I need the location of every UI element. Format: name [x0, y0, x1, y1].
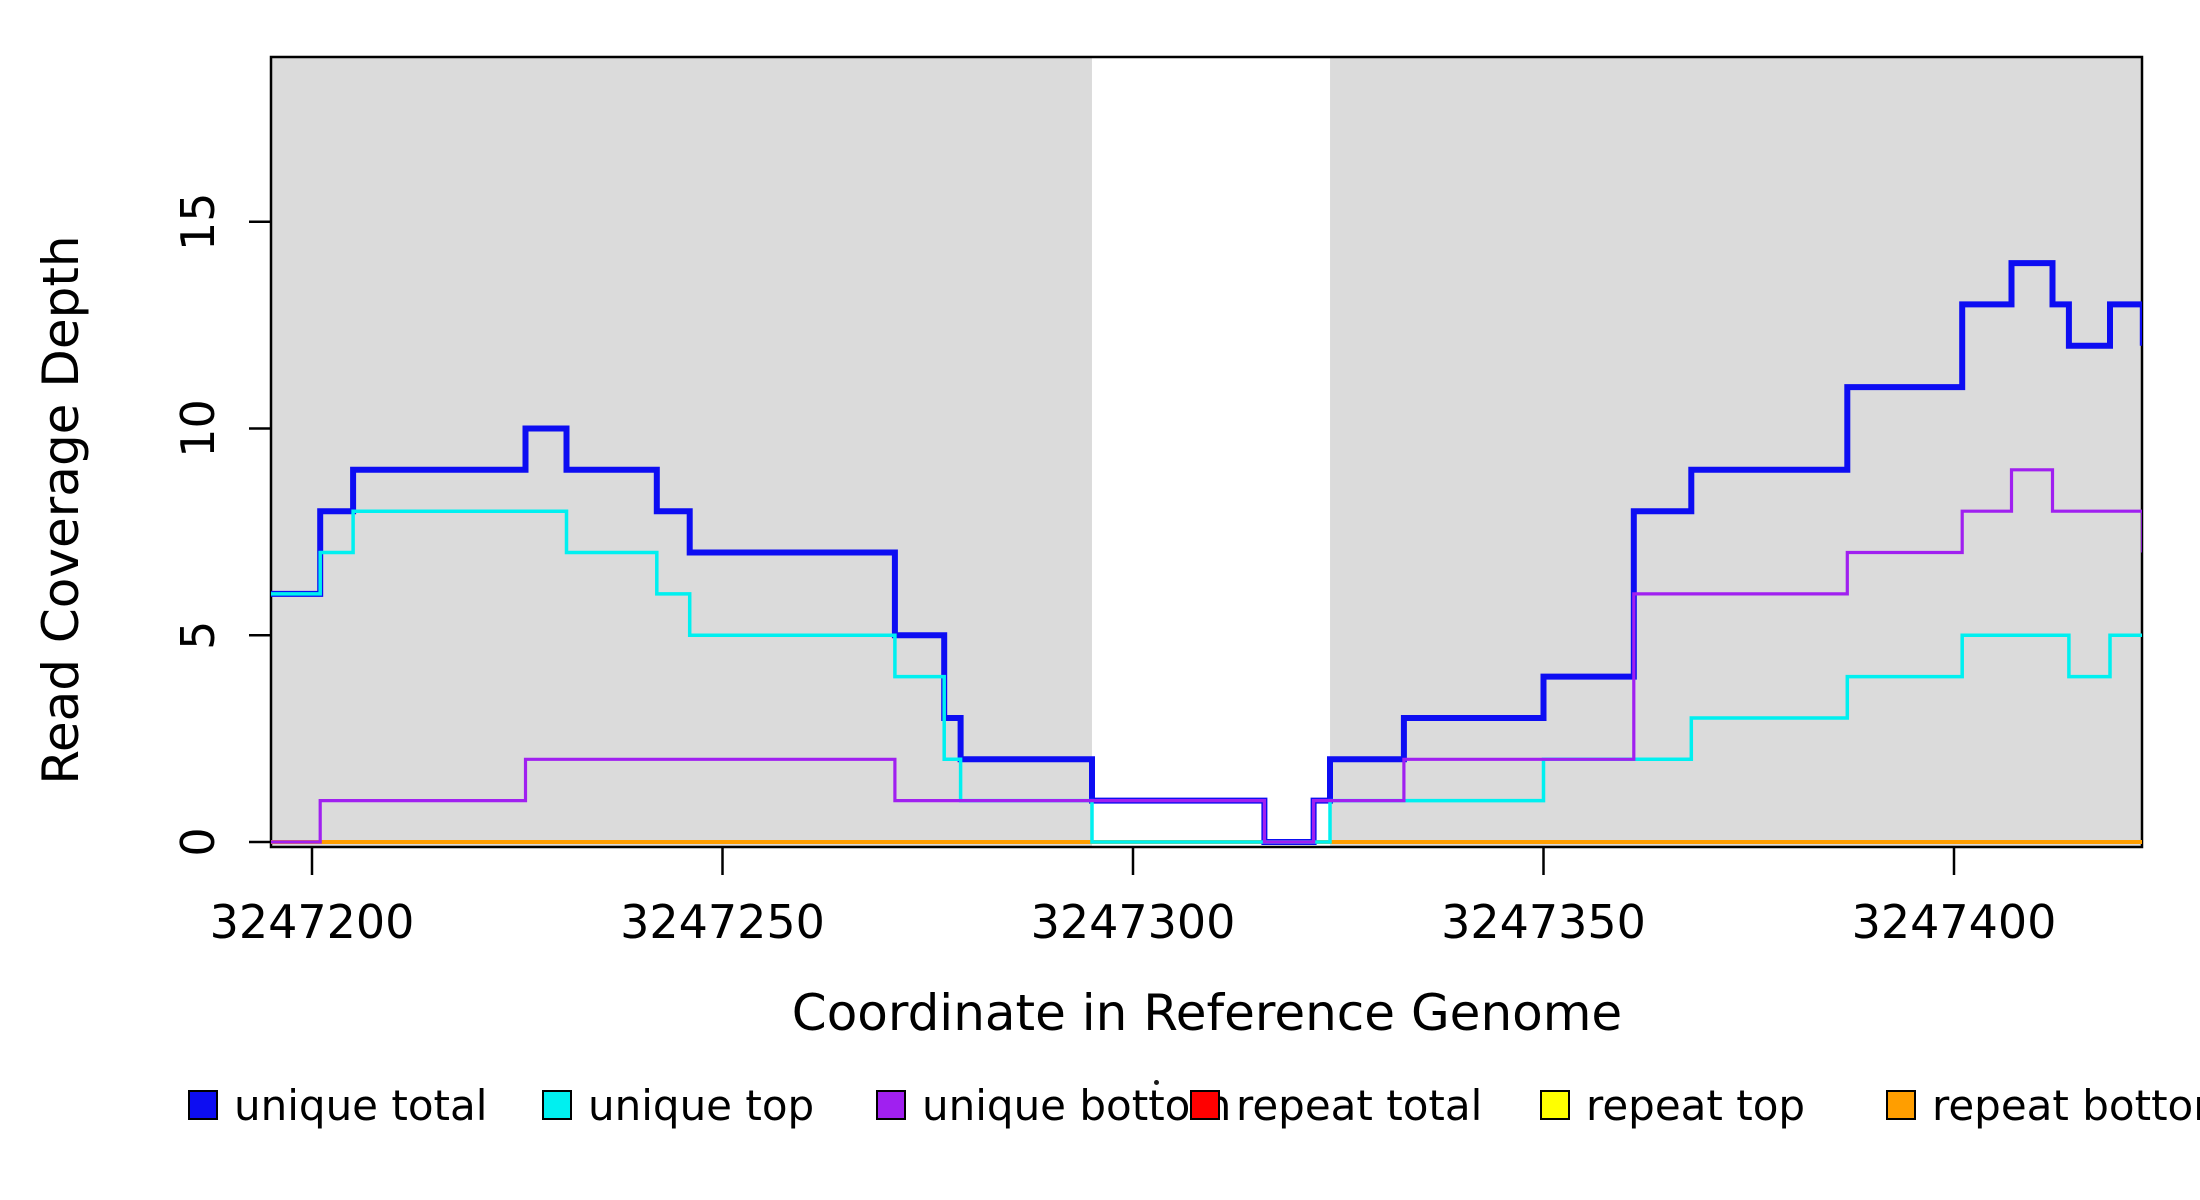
coverage-step-lines [271, 260, 2142, 845]
legend-item-unique-top: unique top [542, 1081, 814, 1130]
legend-item-unique-bottom: unique bottom [876, 1081, 1231, 1130]
legend-item-repeat-bottom: repeat bottom [1886, 1081, 2200, 1130]
grey-band [271, 57, 1092, 847]
legend-label: unique top [588, 1080, 815, 1130]
legend-item-repeat-total: repeat total [1190, 1081, 1482, 1130]
grey-region-bands [271, 57, 2142, 847]
plot-border-box [269, 55, 2144, 849]
legend-label: unique bottom [922, 1080, 1232, 1130]
unique-total-swatch-icon [188, 1090, 218, 1120]
repeat-top-swatch-icon [1540, 1090, 1570, 1120]
x-tick-label: 3247200 [210, 895, 415, 949]
y-tick-label: 15 [171, 192, 225, 251]
x-tick-label: 3247350 [1441, 895, 1646, 949]
y-axis: 0 5 10 15 [171, 192, 271, 857]
y-tick-label: 0 [171, 827, 225, 856]
repeat-bottom-swatch-icon [1886, 1090, 1916, 1120]
repeat-total-swatch-icon [1190, 1090, 1220, 1120]
legend-item-repeat-top: repeat top [1540, 1081, 1805, 1130]
y-axis-title: Read Coverage Depth [32, 235, 90, 784]
series-line-unique-bottom [271, 468, 2142, 844]
legend-label: repeat top [1586, 1080, 1806, 1130]
x-axis: 3247200 3247250 3247300 3247350 3247400 [210, 847, 2057, 949]
legend-item-unique-total: unique total [188, 1081, 487, 1130]
legend-label: repeat bottom [1932, 1080, 2200, 1130]
unique-bottom-swatch-icon [876, 1090, 906, 1120]
unique-top-swatch-icon [542, 1090, 572, 1120]
x-tick-label: 3247250 [620, 895, 825, 949]
x-tick-label: 3247300 [1031, 895, 1236, 949]
legend-label: repeat total [1236, 1080, 1483, 1130]
grey-band [1330, 57, 2142, 847]
coverage-plot-canvas: 3247200 3247250 3247300 3247350 3247400 0 5 10… [32, 55, 2144, 1042]
x-tick-label: 3247400 [1852, 895, 2057, 949]
legend-label: unique total [234, 1080, 488, 1130]
y-tick-label: 10 [171, 399, 225, 458]
stray-dot-artifact [1154, 1080, 1159, 1085]
y-tick-label: 5 [171, 621, 225, 650]
x-axis-title: Coordinate in Reference Genome [792, 984, 1622, 1042]
